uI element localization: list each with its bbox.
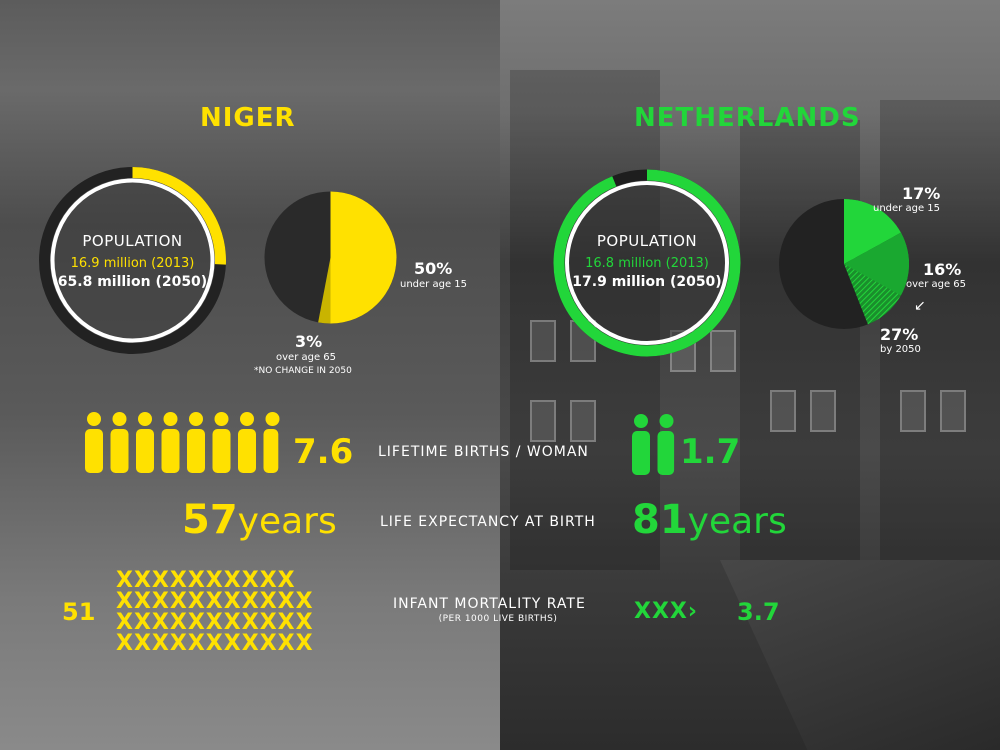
netherlands-over65-2050-pct: 27% [880,325,919,344]
netherlands-title: NETHERLANDS [634,103,861,133]
niger-mortality-mark-row: XXXXXXXXXXX [116,610,314,635]
person-icon [110,412,129,473]
netherlands-births-value: 1.7 [680,432,741,472]
person-icon [85,412,103,473]
niger-age-pie [264,191,397,324]
niger-pie-slice-over-65 [318,257,331,324]
netherlands-pie-slice-over-65 [844,232,909,296]
netherlands-age-pie [779,199,909,329]
niger-life-expectancy: 57years [182,497,337,543]
life-expectancy-label: LIFE EXPECTANCY AT BIRTH [380,514,596,530]
netherlands-background-photo [500,0,1000,750]
netherlands-population-2050: 17.9 million (2050) [572,274,722,290]
niger-mortality-mark-row: XXXXXXXXXX [116,568,296,593]
niger-over65-label: over age 65 [276,352,337,363]
netherlands-infant-mortality-marks: XXX› [634,599,698,624]
niger-life-expectancy-value: 57 [182,497,238,543]
netherlands-pie-slice-under-15 [844,199,901,264]
niger-mortality-mark-row: XXXXXXXXXXX [116,589,314,614]
niger-births-value: 7.6 [293,432,354,472]
niger-population-2013: 16.9 million (2013) [70,256,195,271]
niger-under15-label: under age 15 [400,279,467,290]
netherlands-births-person-icons [632,414,675,475]
niger-ring-inner [50,178,215,343]
netherlands-ring-inner [565,181,729,345]
niger-population-ring [39,167,226,354]
births-label: LIFETIME BIRTHS / WOMAN [378,444,589,460]
niger-births-person-icons [85,412,280,473]
niger-infant-mortality-value: 51 [62,598,96,626]
niger-ring-arc [39,167,226,354]
person-icon [263,412,280,473]
netherlands-population-ring [553,169,741,357]
netherlands-over65-pct: 16% [923,260,962,279]
netherlands-population-label: POPULATION [596,232,698,250]
netherlands-life-expectancy: 81years [632,497,787,543]
netherlands-over65-2050-label: by 2050 [880,344,921,355]
netherlands-ring-arc [553,169,741,357]
niger-under15-pct: 50% [414,259,453,278]
person-icon [187,412,205,473]
infant-mortality-label: INFANT MORTALITY RATE [393,596,586,612]
netherlands-life-expectancy-value: 81 [632,497,688,543]
person-icon [161,412,180,473]
person-icon [632,414,650,475]
person-icon [212,412,231,473]
person-icon [136,412,154,473]
niger-life-expectancy-unit: years [237,501,337,542]
netherlands-under15-label: under age 15 [873,203,940,214]
niger-pie-slice-under-15 [330,191,397,324]
niger-infant-mortality-marks: XXXXXXXXXX XXXXXXXXXXX XXXXXXXXXXX XXXXX… [116,568,314,656]
niger-title: NIGER [200,103,296,133]
netherlands-population-2013: 16.8 million (2013) [585,256,709,271]
arrow-icon: ↙ [914,298,926,314]
niger-population-label: POPULATION [82,232,183,250]
niger-over65-pct: 3% [295,332,323,351]
niger-mortality-mark-row: XXXXXXXXXXX [116,631,314,656]
person-icon [238,412,256,473]
netherlands-life-expectancy-unit: years [687,501,787,542]
niger-population-2050: 65.8 million (2050) [57,274,208,290]
netherlands-under15-pct: 17% [902,184,941,203]
niger-background-photo [0,0,500,750]
niger-no-change-note: *NO CHANGE IN 2050 [254,366,352,376]
netherlands-over65-label: over age 65 [906,279,967,290]
infant-mortality-sublabel: (PER 1000 LIVE BIRTHS) [438,614,558,624]
person-icon [657,414,675,475]
netherlands-infant-mortality-value: 3.7 [737,598,780,626]
